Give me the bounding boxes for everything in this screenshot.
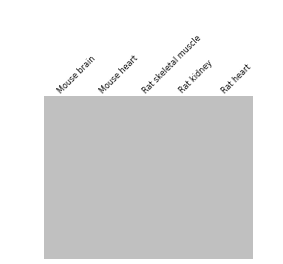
Text: Mouse brain: Mouse brain (56, 54, 97, 95)
Text: Rat skeletal muscle: Rat skeletal muscle (141, 33, 203, 95)
Text: Rat heart: Rat heart (220, 62, 253, 95)
Text: Rat kidney: Rat kidney (178, 58, 214, 95)
Bar (44, 96, 253, 259)
Text: Mouse heart: Mouse heart (98, 53, 140, 95)
